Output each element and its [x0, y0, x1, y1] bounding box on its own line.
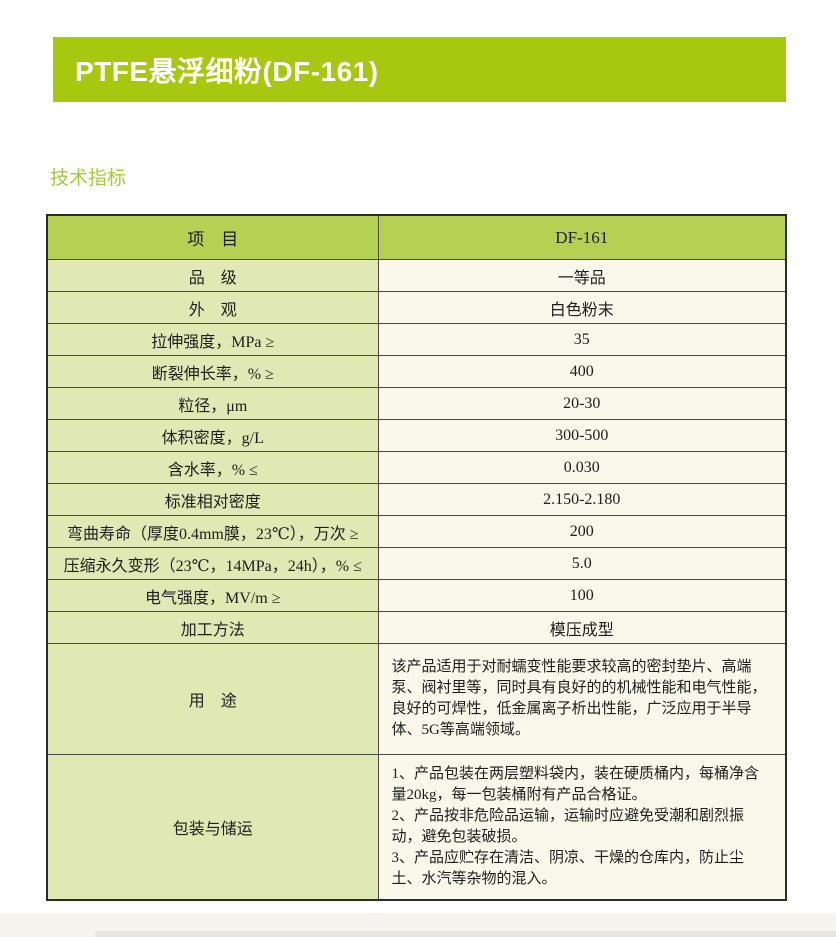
column-header-item: 项 目 — [46, 214, 379, 260]
row-value: 白色粉末 — [377, 291, 787, 324]
row-value: 35 — [377, 323, 787, 356]
row-label: 粒径，μm — [46, 387, 379, 420]
row-value: 300-500 — [377, 419, 787, 452]
next-page-edge — [95, 931, 836, 937]
table-row: 弯曲寿命（厚度0.4mm膜，23℃），万次 ≥200 — [46, 515, 787, 548]
table-row: 标准相对密度 2.150-2.180 — [46, 483, 787, 516]
table-row: 粒径，μm 20-30 — [46, 387, 787, 420]
title-banner: PTFE悬浮细粉(DF-161) — [53, 37, 786, 102]
row-label: 电气强度，MV/m ≥ — [46, 579, 379, 612]
row-value: 2.150-2.180 — [377, 483, 787, 516]
row-value: 1、产品包装在两层塑料袋内，装在硬质桶内，每桶净含量20kg，每一包装桶附有产品… — [377, 754, 787, 901]
row-value: 一等品 — [377, 259, 787, 292]
row-value: 该产品适用于对耐蠕变性能要求较高的密封垫片、高端泵、阀衬里等，同时具有良好的的机… — [377, 643, 787, 755]
row-value: 模压成型 — [377, 611, 787, 644]
table-row: 加工方法 模压成型 — [46, 611, 787, 644]
page-title: PTFE悬浮细粉(DF-161) — [75, 55, 379, 87]
table-row: 外 观白色粉末 — [46, 291, 787, 324]
row-label: 断裂伸长率，% ≥ — [46, 355, 379, 388]
row-label: 拉伸强度，MPa ≥ — [46, 323, 379, 356]
table-row: 断裂伸长率，% ≥400 — [46, 355, 787, 388]
table-row: 用 途该产品适用于对耐蠕变性能要求较高的密封垫片、高端泵、阀衬里等，同时具有良好… — [46, 643, 787, 755]
row-value: 400 — [377, 355, 787, 388]
row-label: 用 途 — [46, 643, 379, 755]
table-body: 品 级一等品外 观白色粉末 拉伸强度，MPa ≥35 断裂伸长率，% ≥400 粒径，… — [46, 259, 787, 901]
table-row: 包装与储运 1、产品包装在两层塑料袋内，装在硬质桶内，每桶净含量20kg，每一包装… — [46, 754, 787, 901]
row-label: 包装与储运 — [46, 754, 379, 901]
row-label: 压缩永久变形（23℃，14MPa，24h），% ≤ — [46, 547, 379, 580]
row-value: 100 — [377, 579, 787, 612]
row-value: 200 — [377, 515, 787, 548]
row-value: 5.0 — [377, 547, 787, 580]
section-heading: 技术指标 — [50, 168, 127, 189]
row-value-line: 1、产品包装在两层塑料袋内，装在硬质桶内，每桶净含量20kg，每一包装桶附有产品… — [391, 766, 760, 803]
row-label: 标准相对密度 — [46, 483, 379, 516]
row-value-line: 2、产品按非危险品运输，运输时应避免受潮和剧烈振动，避免包装破损。 — [391, 808, 745, 845]
table-row: 品 级一等品 — [46, 259, 787, 292]
table-row: 拉伸强度，MPa ≥35 — [46, 323, 787, 356]
row-value: 20-30 — [377, 387, 787, 420]
table-row: 压缩永久变形（23℃，14MPa，24h），% ≤5.0 — [46, 547, 787, 580]
row-label: 含水率，% ≤ — [46, 451, 379, 484]
row-label: 品 级 — [46, 259, 379, 292]
page-bottom-band — [0, 913, 836, 937]
spec-table: 项 目 DF-161 品 级一等品外 观白色粉末 拉伸强度，MPa ≥35 断裂伸长… — [46, 214, 787, 901]
row-label: 弯曲寿命（厚度0.4mm膜，23℃），万次 ≥ — [46, 515, 379, 548]
row-label: 外 观 — [46, 291, 379, 324]
column-header-grade: DF-161 — [377, 214, 787, 260]
row-value-line: 3、产品应贮存在清洁、阴凉、干燥的仓库内，防止尘土、水汽等杂物的混入。 — [391, 850, 745, 887]
row-label: 体积密度，g/L — [46, 419, 379, 452]
table-row: 含水率，% ≤0.030 — [46, 451, 787, 484]
table-row: 电气强度，MV/m ≥100 — [46, 579, 787, 612]
row-value: 0.030 — [377, 451, 787, 484]
table-row: 体积密度，g/L 300-500 — [46, 419, 787, 452]
table-header-row: 项 目 DF-161 — [46, 214, 787, 260]
row-label: 加工方法 — [46, 611, 379, 644]
